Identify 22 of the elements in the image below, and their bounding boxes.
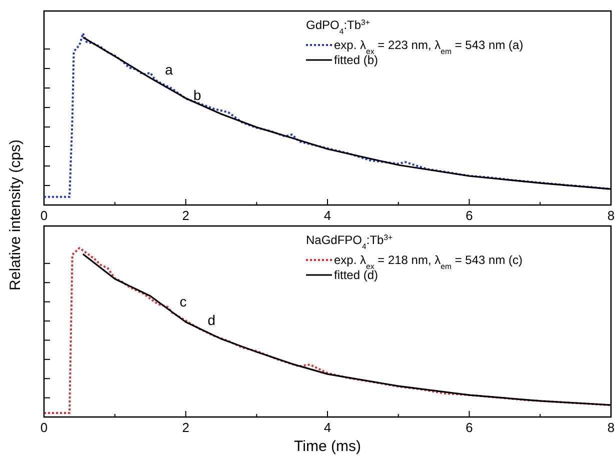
legend-label: fitted (b) — [334, 53, 378, 67]
x-tick-label: 2 — [182, 208, 190, 223]
annotation: d — [208, 312, 216, 328]
x-tick-label: 6 — [466, 420, 473, 435]
x-tick-label: 8 — [607, 420, 615, 435]
legend-title: GdPO$_{4}$:Tb$^{3+}$ — [306, 18, 370, 36]
y-axis-title: Relative intensity (cps) — [7, 140, 24, 290]
x-tick-label: 0 — [40, 208, 48, 223]
legend-label: fitted (d) — [334, 268, 378, 282]
x-tick-label: 0 — [40, 420, 48, 435]
x-tick-label: 4 — [324, 208, 332, 223]
x-tick-label: 8 — [607, 208, 615, 223]
legend-label: exp. λ$_{ex}$ = 218 nm, λ$_{em}$ = 543 nm (c) — [334, 253, 523, 270]
legend-label: exp. λ$_{ex}$ = 223 nm, λ$_{em}$ = 543 nm (a) — [334, 38, 524, 56]
x-tick-label: 4 — [324, 420, 332, 435]
x-axis-title: Time (ms) — [294, 438, 361, 455]
annotation: a — [165, 61, 174, 78]
x-tick-label: 2 — [182, 420, 190, 435]
annotation: c — [180, 294, 187, 310]
legend-title: NaGdFPO$_{4}$:Tb$^{3+}$ — [306, 232, 394, 250]
annotation: b — [193, 87, 202, 104]
x-tick-label: 6 — [466, 208, 473, 223]
